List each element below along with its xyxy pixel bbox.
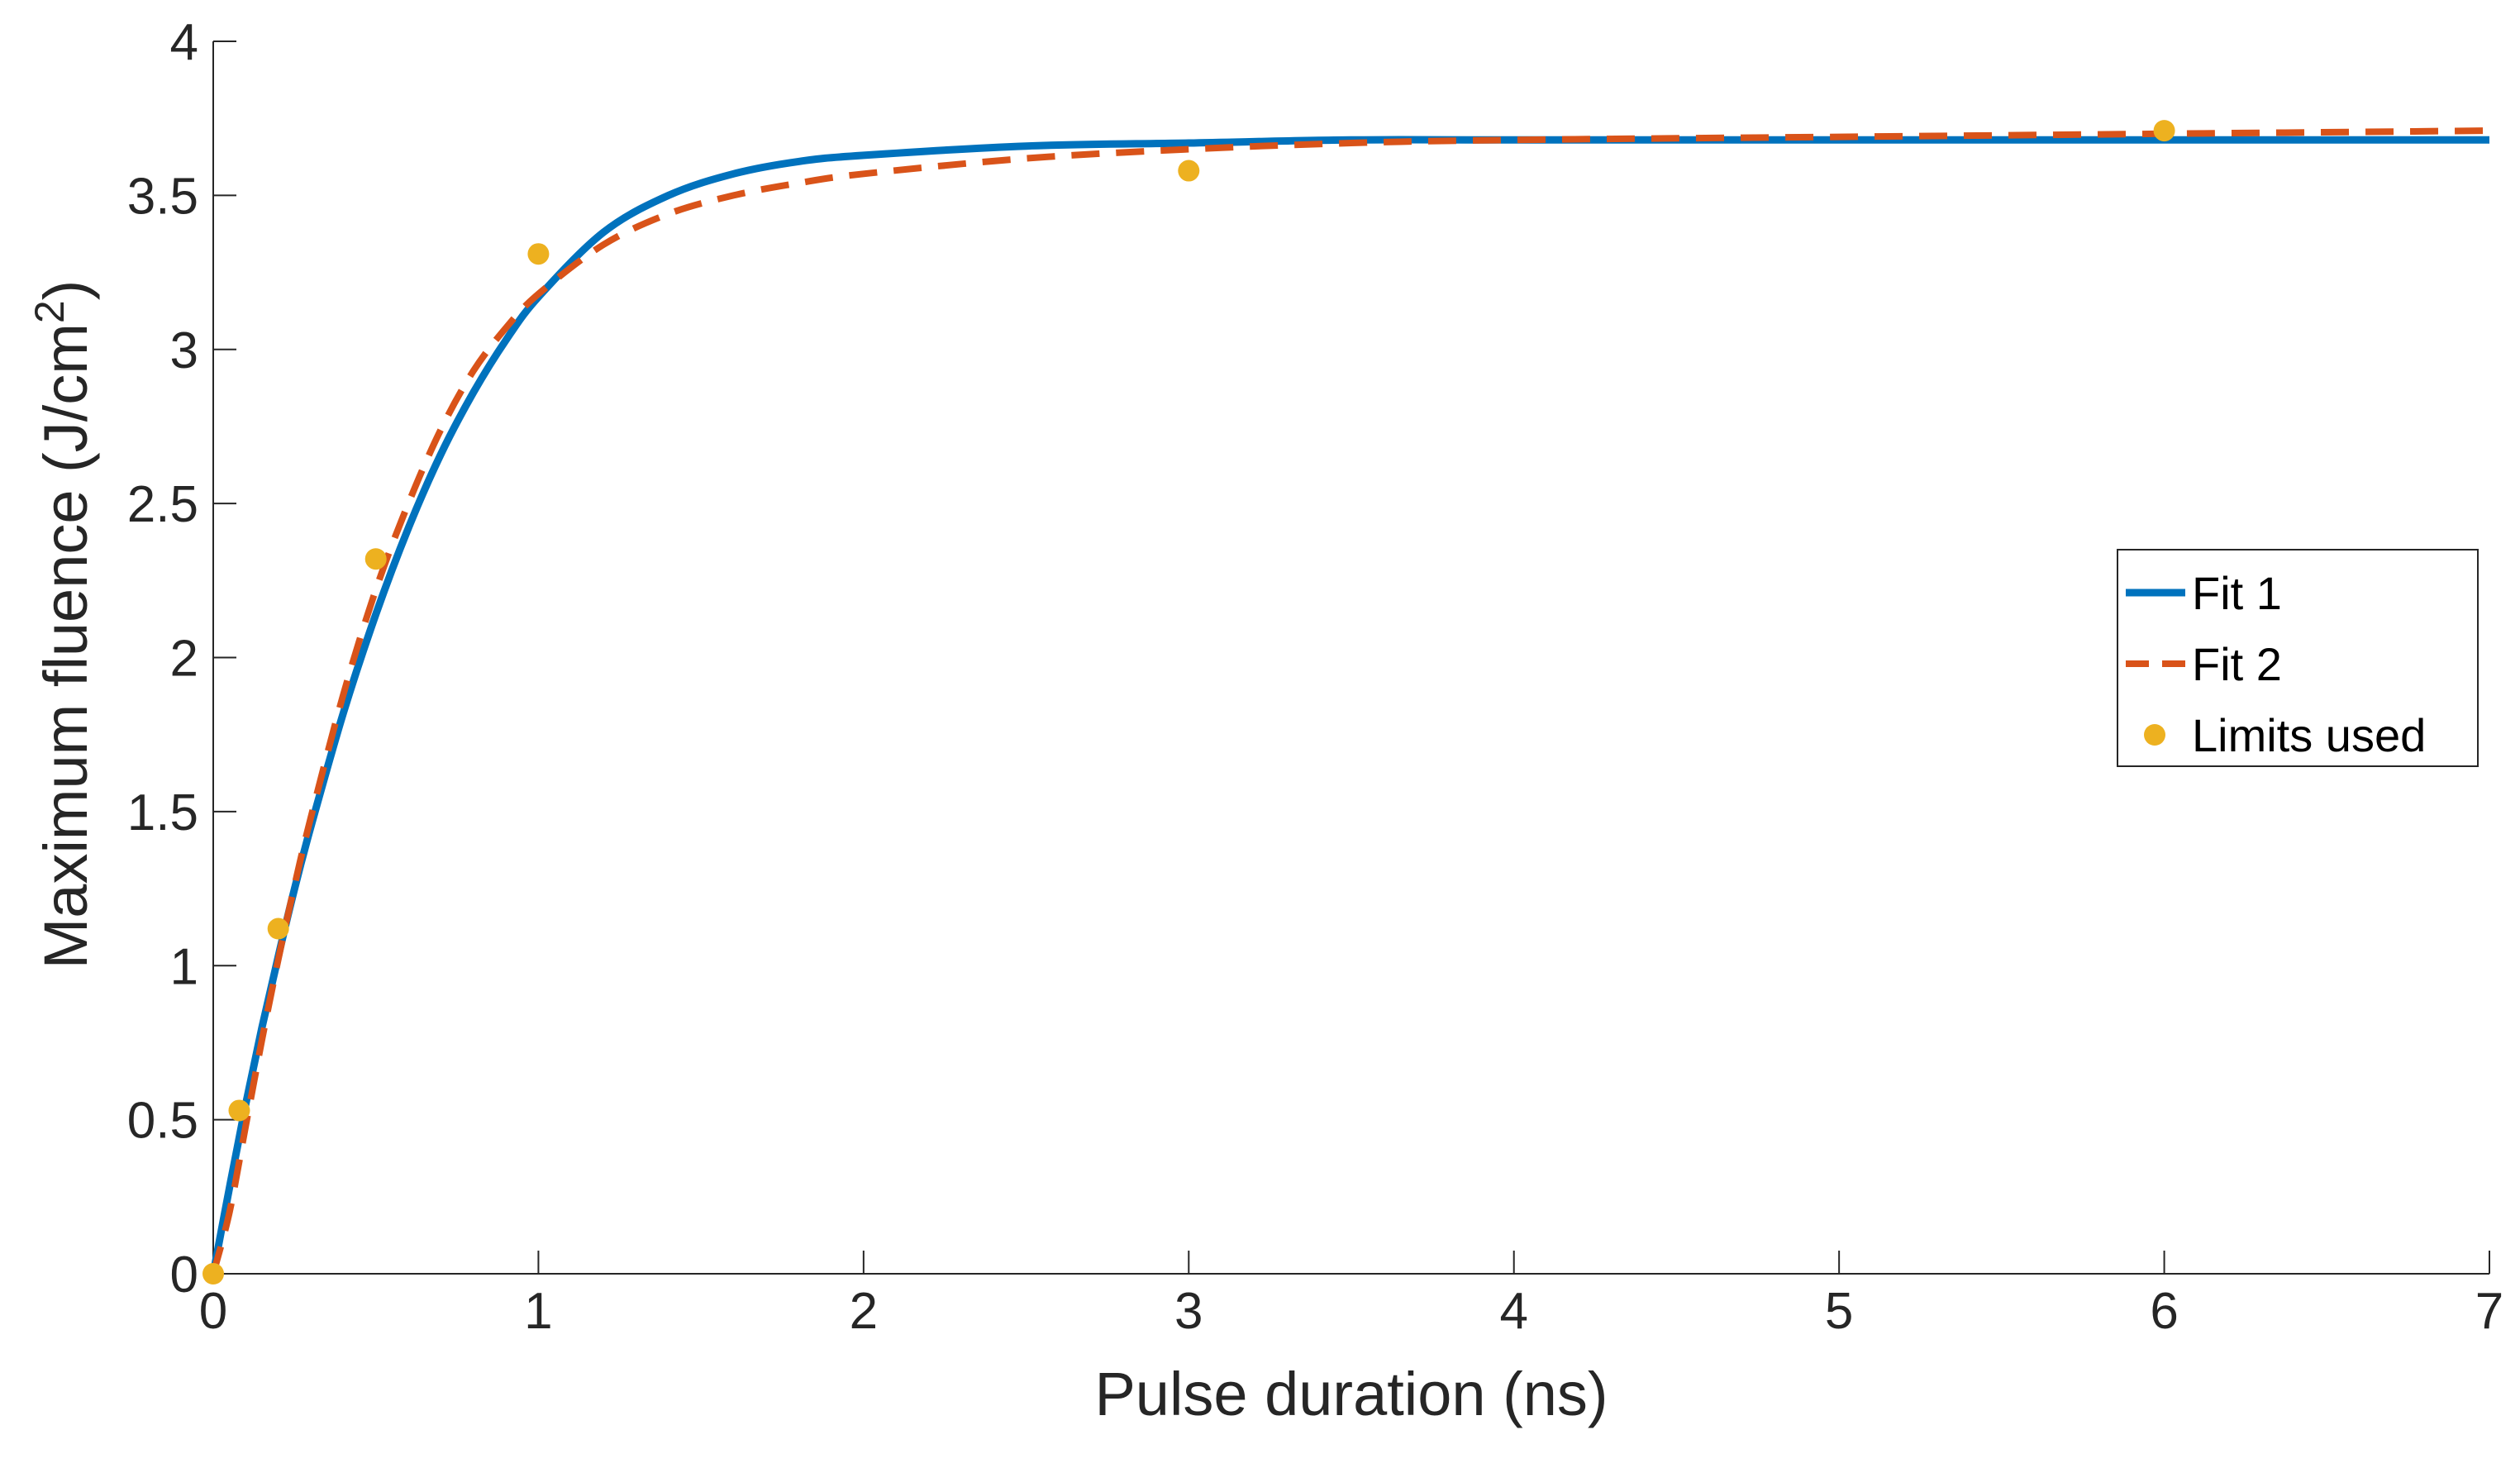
axes: 0 1 2 3 4 5 6 7 0 0.5 1 1.5 2 2.5 3 3.5 4 xyxy=(127,14,2503,1340)
data-point-limits-used xyxy=(202,1263,224,1284)
y-tick-label: 2 xyxy=(170,631,198,688)
x-tick-label: 4 xyxy=(1499,1283,1527,1340)
y-tick-label: 1.5 xyxy=(127,784,198,841)
y-tick-label: 4 xyxy=(170,14,198,71)
legend-marker-limits-used xyxy=(2144,724,2165,746)
data-point-limits-used xyxy=(1178,160,1200,182)
y-axis-title-main: Maximum fluence (J/cm xyxy=(31,323,100,969)
x-tick-label: 2 xyxy=(850,1283,878,1340)
x-tick-label: 7 xyxy=(2475,1283,2503,1340)
data-point-limits-used xyxy=(527,243,550,265)
data-point-limits-used xyxy=(228,1099,250,1122)
y-tick-label: 2.5 xyxy=(127,476,198,533)
y-axis-title-superscript: 2 xyxy=(26,300,73,323)
x-axis-title: Pulse duration (ns) xyxy=(1094,1360,1608,1428)
y-tick-label: 3.5 xyxy=(127,168,198,225)
y-axis-title-suffix: ) xyxy=(31,280,100,301)
x-tick-label: 0 xyxy=(199,1283,227,1340)
legend-label-limits-used: Limits used xyxy=(2192,709,2426,761)
y-tick-label: 1 xyxy=(170,938,198,995)
legend-box xyxy=(2117,549,2479,767)
legend-label-fit-2: Fit 2 xyxy=(2192,638,2282,690)
data-point-limits-used xyxy=(364,548,387,570)
x-tick-label: 1 xyxy=(524,1283,552,1340)
legend-label-fit-1: Fit 1 xyxy=(2192,567,2282,619)
axis-labels: Pulse duration (ns) Maximum fluence (J/c… xyxy=(26,280,1608,1428)
y-axis-title: Maximum fluence (J/cm2) xyxy=(26,280,100,970)
data-point-limits-used xyxy=(267,918,289,940)
legend: Fit 1 Fit 2 Limits used xyxy=(2117,549,2479,767)
y-tick-label: 0.5 xyxy=(127,1093,198,1150)
x-tick-label: 6 xyxy=(2150,1283,2178,1340)
y-tick-label: 0 xyxy=(170,1246,198,1304)
x-tick-label: 3 xyxy=(1174,1283,1203,1340)
y-tick-label: 3 xyxy=(170,322,198,379)
data-point-limits-used xyxy=(2153,120,2175,142)
plot-area xyxy=(202,120,2490,1284)
x-tick-label: 5 xyxy=(1825,1283,1853,1340)
